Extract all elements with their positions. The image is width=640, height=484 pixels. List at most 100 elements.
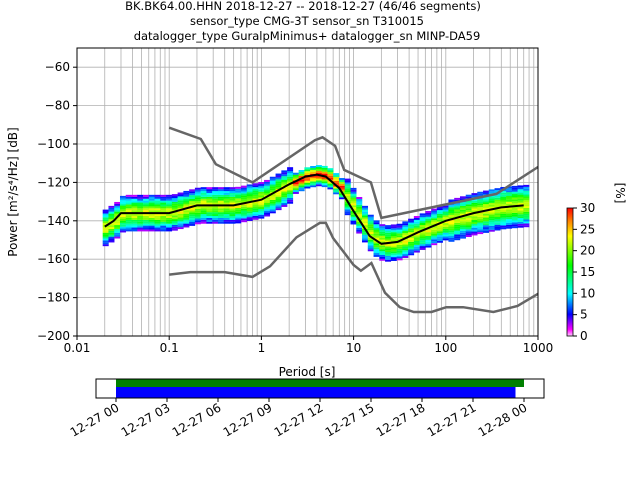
histogram-cell <box>373 226 380 229</box>
series-lines <box>104 126 539 314</box>
histogram-cell <box>304 182 311 185</box>
histogram-cell <box>390 247 397 250</box>
histogram-cell <box>500 211 507 214</box>
histogram-cell <box>419 232 426 235</box>
x-tick-label: 1000 <box>523 341 554 355</box>
histogram-cell <box>166 225 173 228</box>
histogram-cell <box>200 221 207 224</box>
histogram-cell <box>506 188 513 191</box>
histogram-cell <box>344 195 351 198</box>
histogram-cell <box>102 213 109 216</box>
histogram-cell <box>125 202 132 205</box>
histogram-cell <box>373 237 380 240</box>
histogram-cell <box>506 219 513 222</box>
histogram-cell <box>396 244 403 247</box>
histogram-cell <box>517 191 524 194</box>
histogram-cell <box>171 226 178 229</box>
histogram-cell <box>373 224 380 227</box>
histogram-cell <box>287 169 294 172</box>
histogram-cell <box>385 225 392 228</box>
histogram-cell <box>523 223 530 226</box>
histogram-cell <box>477 199 484 202</box>
histogram-cell <box>212 215 219 218</box>
histogram-cell <box>459 198 466 201</box>
histogram-cell <box>425 214 432 217</box>
histogram-cell <box>506 207 513 210</box>
histogram-cell <box>125 200 132 203</box>
histogram-cell <box>517 196 524 199</box>
histogram-cell <box>310 167 317 170</box>
histogram-cell <box>367 228 374 231</box>
histogram-cell <box>431 231 438 234</box>
histogram-cell <box>171 205 178 208</box>
histogram-cell <box>166 196 173 199</box>
histogram-cell <box>442 236 449 239</box>
histogram-cell <box>523 219 530 222</box>
histogram-cell <box>148 221 155 224</box>
histogram-cell <box>327 185 334 188</box>
histogram-cell <box>483 213 490 216</box>
histogram-cell <box>396 250 403 253</box>
histogram-cell <box>356 212 363 215</box>
histogram-cell <box>465 194 472 197</box>
histogram-cell <box>177 227 184 230</box>
histogram-cell <box>125 198 132 201</box>
histogram-cell <box>362 221 369 224</box>
histogram-cell <box>390 234 397 237</box>
histogram-cell <box>402 221 409 224</box>
histogram-cell <box>396 256 403 259</box>
histogram-cell <box>494 190 501 193</box>
histogram-cell <box>125 217 132 220</box>
histogram-cell <box>125 214 132 217</box>
histogram-cell <box>344 180 351 183</box>
histogram-cell <box>356 204 363 207</box>
histogram-cell <box>217 219 224 222</box>
histogram-cell <box>246 186 253 189</box>
histogram-cell <box>362 207 369 210</box>
histogram-cell <box>212 214 219 217</box>
histogram-cell <box>425 243 432 246</box>
histogram-cell <box>488 198 495 201</box>
histogram-cell <box>448 220 455 223</box>
histogram-cell <box>281 174 288 177</box>
histogram-cell <box>454 211 461 214</box>
histogram-cell <box>459 230 466 233</box>
histogram-cell <box>143 200 150 203</box>
histogram-cell <box>465 219 472 222</box>
histogram-cell <box>246 194 253 197</box>
y-tick-label: −200 <box>37 329 70 343</box>
histogram-cell <box>108 213 115 216</box>
histogram-cell <box>223 198 230 201</box>
timeline-tick-label: 12-27 03 <box>119 400 173 439</box>
histogram-cell <box>396 248 403 251</box>
histogram-cell <box>500 225 507 228</box>
histogram-cell <box>252 196 259 199</box>
histogram-cell <box>488 197 495 200</box>
timeline-tick-label: 12-27 09 <box>221 400 275 439</box>
histogram-cell <box>177 215 184 218</box>
histogram-cell <box>459 221 466 224</box>
histogram-cell <box>287 171 294 174</box>
histogram-cell <box>200 187 207 190</box>
timeline-tick-label: 12-27 00 <box>68 400 122 439</box>
histogram-cell <box>471 210 478 213</box>
histogram-cell <box>131 198 138 201</box>
histogram-cell <box>356 223 363 226</box>
histogram-cell <box>465 210 472 213</box>
histogram-cell <box>402 255 409 258</box>
histogram-cell <box>488 227 495 230</box>
histogram-cell <box>436 213 443 216</box>
histogram-cell <box>206 189 213 192</box>
histogram-cell <box>362 238 369 241</box>
histogram-cell <box>338 178 345 181</box>
histogram-cell <box>477 218 484 221</box>
histogram-cell <box>419 238 426 241</box>
histogram-cell <box>258 189 265 192</box>
histogram-cell <box>241 206 248 209</box>
histogram-cell <box>471 204 478 207</box>
histogram-cell <box>425 232 432 235</box>
x-tick-label: 0.01 <box>64 341 91 355</box>
histogram-cell <box>194 199 201 202</box>
histogram-cell <box>194 189 201 192</box>
histogram-cell <box>154 229 161 232</box>
